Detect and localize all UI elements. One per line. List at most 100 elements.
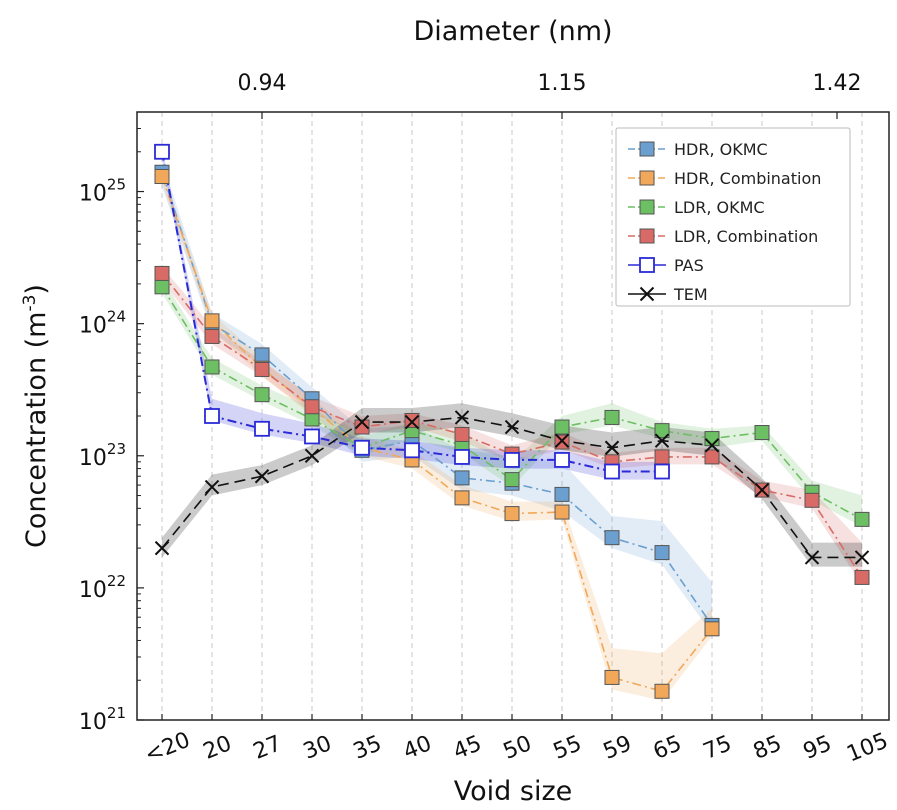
point-tem xyxy=(154,540,170,556)
band-hdr-okmc xyxy=(162,161,712,634)
marker-stroke xyxy=(704,438,720,453)
legend-marker-tem xyxy=(639,286,655,302)
point-ldr-okmc xyxy=(504,472,520,488)
x-tick-label: 105 xyxy=(843,729,891,768)
x-tick-label: 75 xyxy=(700,731,735,765)
x-tick-label: 59 xyxy=(600,731,635,765)
x-tick-label: 30 xyxy=(300,731,335,765)
top-axis-ticks: 0.94 1.15 1.42 xyxy=(238,71,862,119)
point-tem xyxy=(254,469,270,484)
point-ldr-okmc xyxy=(604,409,620,425)
marker-stroke xyxy=(204,479,220,495)
point-hdr-okmc xyxy=(604,530,620,546)
line-hdr-combination xyxy=(161,176,713,693)
point-hdr-okmc xyxy=(654,545,670,561)
x-tick-label: 65 xyxy=(650,731,685,765)
y-axis-title-base: Concentration (m xyxy=(21,312,52,548)
point-hdr-combination xyxy=(604,669,620,685)
marker-stroke xyxy=(554,433,570,448)
point-hdr-combination xyxy=(204,313,220,329)
marker-stroke xyxy=(854,550,870,565)
point-hdr-combination xyxy=(654,683,670,699)
point-ldr-okmc xyxy=(204,359,220,375)
legend-marker-hdr-combination xyxy=(639,170,655,186)
y-tick-base: 10 xyxy=(79,446,107,471)
point-pas xyxy=(504,452,520,468)
point-hdr-combination xyxy=(454,490,470,506)
x-tick-label: 35 xyxy=(350,731,385,765)
marker-stroke xyxy=(604,440,620,455)
y-tick-base: 10 xyxy=(79,182,107,207)
legend-label: LDR, OKMC xyxy=(674,198,765,217)
point-ldr-okmc xyxy=(554,419,570,435)
point-tem xyxy=(354,414,370,430)
marker-stroke xyxy=(454,410,470,425)
legend-marker-ldr-okmc xyxy=(639,199,655,215)
point-tem xyxy=(404,414,420,430)
point-tem xyxy=(554,433,570,448)
x-axis-ticks: <20 20 27 30 35 40 45 50 55 59 65 75 85 95 105 xyxy=(141,714,892,769)
legend-label: TEM xyxy=(673,285,708,304)
point-ldr-combination xyxy=(404,412,420,428)
x-axis-title: Void size xyxy=(454,776,572,807)
x-tick-label: 27 xyxy=(250,731,285,765)
point-ldr-combination xyxy=(654,449,670,465)
point-ldr-okmc xyxy=(754,425,770,441)
point-ldr-combination xyxy=(354,419,370,435)
point-hdr-combination xyxy=(554,504,570,520)
top-tick-label: 1.15 xyxy=(538,71,587,96)
point-pas xyxy=(154,143,170,160)
y-axis-title-close: ) xyxy=(21,284,52,295)
legend-marker-ldr-combination xyxy=(639,228,655,244)
point-ldr-okmc xyxy=(154,279,170,295)
legend-box xyxy=(615,127,851,307)
y-tick-label: 1023 xyxy=(79,440,126,471)
top-tick-label: 1.42 xyxy=(813,71,862,96)
point-hdr-okmc xyxy=(554,486,570,502)
x-tick-label: 50 xyxy=(500,731,535,765)
point-pas xyxy=(304,428,320,445)
x-tick-label: 55 xyxy=(550,731,585,765)
point-ldr-okmc xyxy=(854,511,870,527)
marker-stroke xyxy=(754,482,770,498)
x-tick-label: 40 xyxy=(400,731,435,765)
marker-stroke xyxy=(254,469,270,484)
x-tick-label: <20 xyxy=(141,728,193,769)
marker-stroke xyxy=(354,414,370,430)
y-tick-exponent: 21 xyxy=(107,704,126,722)
point-pas xyxy=(254,420,270,437)
series-markers xyxy=(154,143,870,699)
top-axis-title: Diameter (nm) xyxy=(413,16,612,47)
y-axis-title-exp: -3 xyxy=(20,295,40,312)
y-axis-title: Concentration (m-3) xyxy=(20,284,52,548)
legend-label: PAS xyxy=(674,256,704,275)
point-tem xyxy=(604,440,620,455)
y-tick-exponent: 22 xyxy=(107,572,126,590)
point-ldr-okmc xyxy=(254,387,270,403)
band-tem xyxy=(162,403,862,567)
x-tick-label: 95 xyxy=(800,731,835,765)
marker-stroke xyxy=(639,286,655,302)
point-hdr-combination xyxy=(504,506,520,522)
point-tem xyxy=(304,448,320,463)
legend-label: HDR, OKMC xyxy=(674,140,768,159)
y-tick-exponent: 25 xyxy=(107,176,126,194)
y-tick-label: 1021 xyxy=(79,704,126,735)
legend-marker-hdr-okmc xyxy=(639,141,655,157)
y-tick-exponent: 23 xyxy=(107,440,126,458)
point-ldr-combination xyxy=(704,449,720,465)
point-ldr-combination xyxy=(154,265,170,281)
y-tick-label: 1024 xyxy=(79,308,126,339)
legend-marker-pas xyxy=(639,257,655,273)
point-tem xyxy=(504,419,520,435)
x-tick-label: 20 xyxy=(200,731,235,765)
point-ldr-combination xyxy=(204,328,220,344)
point-pas xyxy=(404,442,420,459)
point-hdr-okmc xyxy=(454,470,470,486)
point-pas xyxy=(204,408,220,424)
marker-stroke xyxy=(804,550,820,565)
point-hdr-combination xyxy=(704,621,720,637)
point-tem xyxy=(454,410,470,425)
point-pas xyxy=(604,463,620,480)
